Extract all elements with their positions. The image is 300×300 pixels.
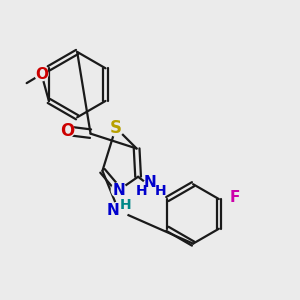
Text: S: S (110, 119, 122, 137)
Text: O: O (60, 122, 74, 140)
Circle shape (35, 68, 48, 81)
Text: O: O (35, 67, 48, 82)
Text: N: N (107, 203, 120, 218)
Circle shape (107, 119, 124, 136)
Circle shape (226, 191, 239, 204)
Circle shape (59, 123, 74, 138)
Text: H: H (154, 184, 166, 198)
Text: F: F (230, 190, 240, 205)
Text: N: N (144, 175, 156, 190)
Text: N: N (112, 183, 125, 198)
Circle shape (142, 178, 160, 196)
Circle shape (110, 202, 128, 220)
Circle shape (111, 183, 126, 198)
Text: H: H (136, 184, 148, 198)
Text: H: H (119, 198, 131, 212)
